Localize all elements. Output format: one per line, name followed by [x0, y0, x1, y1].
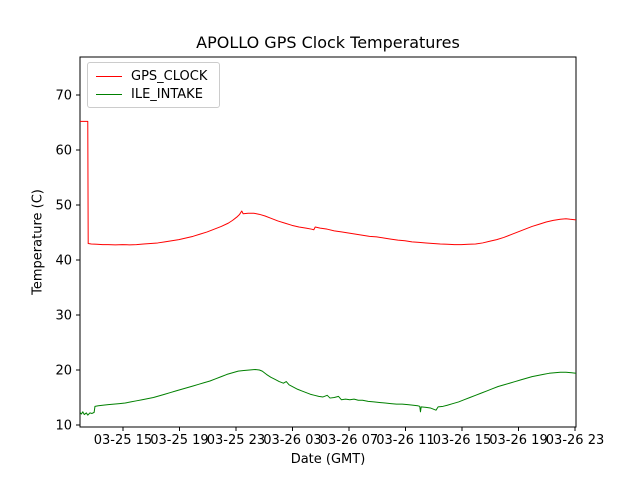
series-line-ile_intake: [80, 368, 576, 416]
y-tick-label: 40: [55, 253, 72, 268]
y-tick-label: 60: [55, 143, 72, 158]
x-tick-label: 03-26 07: [320, 433, 378, 448]
y-tick-label: 30: [55, 308, 72, 323]
axes-frame: [79, 56, 577, 428]
y-axis-label-text: Temperature (C): [30, 189, 46, 295]
series-line-gps_clock: [80, 120, 576, 246]
x-tick-label: 03-26 11: [376, 433, 434, 448]
chart-title: APOLLO GPS Clock Temperatures: [196, 33, 460, 52]
x-tick-label: 03-25 19: [150, 433, 208, 448]
y-tick-label: 70: [55, 88, 72, 103]
x-axis-label: Date (GMT): [290, 452, 366, 467]
y-tick-label: 50: [55, 198, 72, 213]
x-tick-label: 03-26 15: [433, 433, 491, 448]
x-tick-label: 03-25 15: [94, 433, 152, 448]
y-tick-label: 20: [55, 364, 72, 379]
legend-label: ILE_INTAKE: [131, 86, 203, 102]
x-tick-label: 03-26 23: [546, 433, 604, 448]
x-tick-label: 03-25 23: [207, 433, 265, 448]
legend: GPS_CLOCK ILE_INTAKE: [87, 62, 220, 108]
x-tick-label: 03-26 03: [263, 433, 321, 448]
legend-line-sample-red: [96, 75, 122, 77]
legend-line-sample-green: [96, 93, 122, 95]
y-tick-label: 10: [55, 419, 72, 434]
legend-item-gps-clock: GPS_CLOCK: [96, 68, 211, 85]
legend-item-ile-intake: ILE_INTAKE: [96, 86, 211, 103]
legend-label: GPS_CLOCK: [131, 68, 208, 84]
x-tick-label: 03-26 19: [489, 433, 547, 448]
